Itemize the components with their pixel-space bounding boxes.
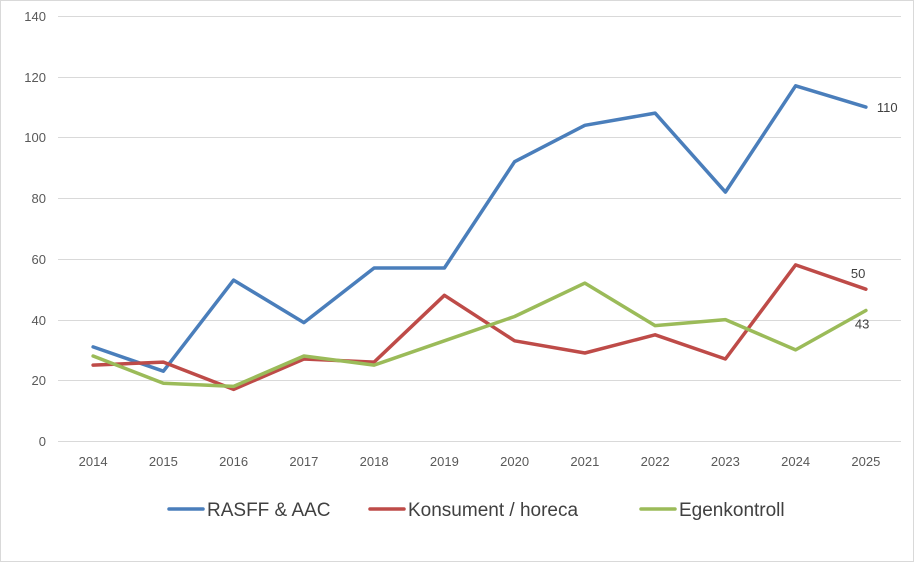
- x-tick-label: 2016: [219, 454, 248, 469]
- series-line-3: [91, 281, 868, 389]
- x-tick-label: 2017: [289, 454, 318, 469]
- y-tick-label: 100: [24, 130, 46, 145]
- data-label-end: 43: [855, 316, 869, 331]
- x-tick-label: 2015: [149, 454, 178, 469]
- y-tick-label: 0: [39, 434, 46, 449]
- gridlines: [58, 16, 901, 442]
- legend-label: Egenkontroll: [679, 500, 785, 521]
- y-tick-label: 80: [32, 191, 46, 206]
- x-tick-label: 2018: [360, 454, 389, 469]
- series-lines: [91, 84, 868, 392]
- data-label-end: 50: [851, 266, 865, 281]
- data-label-end: 110: [877, 100, 898, 115]
- legend-label: RASFF & AAC: [207, 500, 331, 521]
- legend-label: Konsument / horeca: [408, 500, 578, 521]
- x-tick-label: 2024: [781, 454, 810, 469]
- x-tick-label: 2021: [570, 454, 599, 469]
- x-tick-label: 2023: [711, 454, 740, 469]
- x-tick-label: 2014: [79, 454, 108, 469]
- y-tick-label: 20: [32, 373, 46, 388]
- y-axis-ticks: 0 20 40 60 80 100 120 140: [24, 9, 46, 449]
- data-labels: 110 50 43: [851, 100, 898, 331]
- y-tick-label: 60: [32, 252, 46, 267]
- series-line-1: [91, 84, 868, 373]
- x-tick-label: 2022: [641, 454, 670, 469]
- y-tick-label: 40: [32, 313, 46, 328]
- y-tick-label: 120: [24, 70, 46, 85]
- x-axis-ticks: 2014 2015 2016 2017 2018 2019 2020 2021 2022 2023…: [79, 454, 881, 469]
- x-tick-label: 2025: [851, 454, 880, 469]
- legend: RASFF & AAC Konsument / horeca Egenkontrol…: [167, 500, 785, 521]
- x-tick-label: 2019: [430, 454, 459, 469]
- x-tick-label: 2020: [500, 454, 529, 469]
- y-tick-label: 140: [24, 9, 46, 24]
